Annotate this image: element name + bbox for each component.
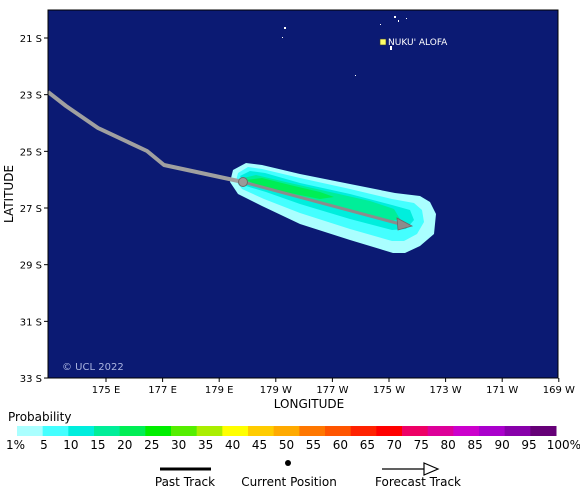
x-axis-title: LONGITUDE bbox=[274, 397, 344, 411]
lon-tick-label: 177 E bbox=[148, 385, 177, 396]
forecast-track-key-label: Forecast Track bbox=[375, 475, 461, 489]
legend-swatch bbox=[479, 426, 506, 436]
legend-label: 35 bbox=[198, 438, 213, 452]
forecast-track-line bbox=[242, 180, 401, 226]
lat-tick-label: 23 S bbox=[20, 91, 42, 102]
legend-label: 70 bbox=[387, 438, 402, 452]
legend-label: 90 bbox=[494, 438, 509, 452]
lat-tick-label: 25 S bbox=[20, 147, 42, 158]
legend-swatch bbox=[119, 426, 146, 436]
current-position-marker bbox=[238, 177, 248, 187]
legend-swatch bbox=[376, 426, 403, 436]
legend-swatch bbox=[222, 426, 249, 436]
past-track-line bbox=[48, 90, 244, 184]
islands bbox=[282, 16, 407, 76]
legend-swatch bbox=[402, 426, 429, 436]
place-label-nukualofa: NUKU' ALOFA bbox=[388, 38, 448, 48]
legend-label: 75 bbox=[414, 438, 429, 452]
lat-tick-label: 27 S bbox=[20, 204, 42, 215]
probability-legend-labels: 1% 5 10 15 20 25 30 35 40 45 50 55 60 65 70 75 80 85 90 95 1… bbox=[6, 438, 580, 452]
legend-swatch bbox=[325, 426, 352, 436]
lon-tick-label: 173 W bbox=[430, 385, 462, 396]
legend-swatch bbox=[248, 426, 275, 436]
legend-swatch bbox=[273, 426, 300, 436]
legend-swatch bbox=[299, 426, 326, 436]
legend-label: 20 bbox=[117, 438, 132, 452]
legend-label: 25 bbox=[144, 438, 159, 452]
legend-swatch bbox=[94, 426, 121, 436]
latitude-axis: 21 S 23 S 25 S 27 S 29 S 31 S 33 S bbox=[20, 34, 48, 385]
legend-swatch bbox=[42, 426, 69, 436]
legend-swatch bbox=[453, 426, 480, 436]
lat-tick-label: 31 S bbox=[20, 317, 42, 328]
capital-marker bbox=[379, 38, 387, 46]
lon-tick-label: 175 W bbox=[373, 385, 405, 396]
legend-label: 95 bbox=[521, 438, 536, 452]
legend-swatch bbox=[145, 426, 172, 436]
forecast-track-arrowhead bbox=[396, 217, 414, 231]
legend-swatch bbox=[504, 426, 531, 436]
legend-swatch bbox=[171, 426, 198, 436]
legend-label: 5 bbox=[40, 438, 48, 452]
longitude-axis: 175 E 177 E 179 E 179 W 177 W 175 W 173 W 171 W… bbox=[92, 378, 575, 396]
legend-title: Probability bbox=[8, 410, 71, 424]
legend-swatch bbox=[530, 426, 557, 436]
legend-label: 55 bbox=[306, 438, 321, 452]
legend-swatch bbox=[17, 426, 44, 436]
legend-label: 15 bbox=[90, 438, 105, 452]
swath-20pct bbox=[246, 178, 334, 199]
legend-label: 80 bbox=[441, 438, 456, 452]
legend-swatch bbox=[68, 426, 95, 436]
y-axis-title: LATITUDE bbox=[2, 165, 16, 223]
legend-label: 30 bbox=[171, 438, 186, 452]
map-frame bbox=[47, 9, 559, 379]
lon-tick-label: 179 W bbox=[260, 385, 292, 396]
lon-tick-label: 177 W bbox=[316, 385, 348, 396]
current-position-key-label: Current Position bbox=[241, 475, 337, 489]
legend-label: 40 bbox=[225, 438, 240, 452]
probability-legend-colorbar bbox=[17, 426, 557, 436]
forecast-track-key-arrowhead bbox=[423, 462, 440, 476]
legend-label: 1% bbox=[6, 438, 25, 452]
lon-tick-label: 179 E bbox=[205, 385, 234, 396]
legend-label: 10 bbox=[63, 438, 78, 452]
lat-tick-label: 33 S bbox=[20, 374, 42, 385]
legend-label: 60 bbox=[333, 438, 348, 452]
legend-label: 100% bbox=[547, 438, 580, 452]
legend-label: 45 bbox=[252, 438, 267, 452]
lon-tick-label: 169 W bbox=[543, 385, 575, 396]
lon-tick-label: 175 E bbox=[92, 385, 121, 396]
copyright-text: © UCL 2022 bbox=[62, 362, 124, 373]
legend-label: 85 bbox=[468, 438, 483, 452]
lat-tick-label: 29 S bbox=[20, 261, 42, 272]
legend-swatch bbox=[427, 426, 454, 436]
track-key: Past Track Current Position Forecast Tra… bbox=[155, 460, 461, 489]
lat-tick-label: 21 S bbox=[20, 34, 42, 45]
legend-swatch bbox=[196, 426, 223, 436]
legend-label: 50 bbox=[279, 438, 294, 452]
legend-swatch bbox=[350, 426, 377, 436]
legend-label: 65 bbox=[360, 438, 375, 452]
lon-tick-label: 171 W bbox=[486, 385, 518, 396]
past-track-key-label: Past Track bbox=[155, 475, 215, 489]
current-position-key-dot bbox=[285, 460, 291, 466]
